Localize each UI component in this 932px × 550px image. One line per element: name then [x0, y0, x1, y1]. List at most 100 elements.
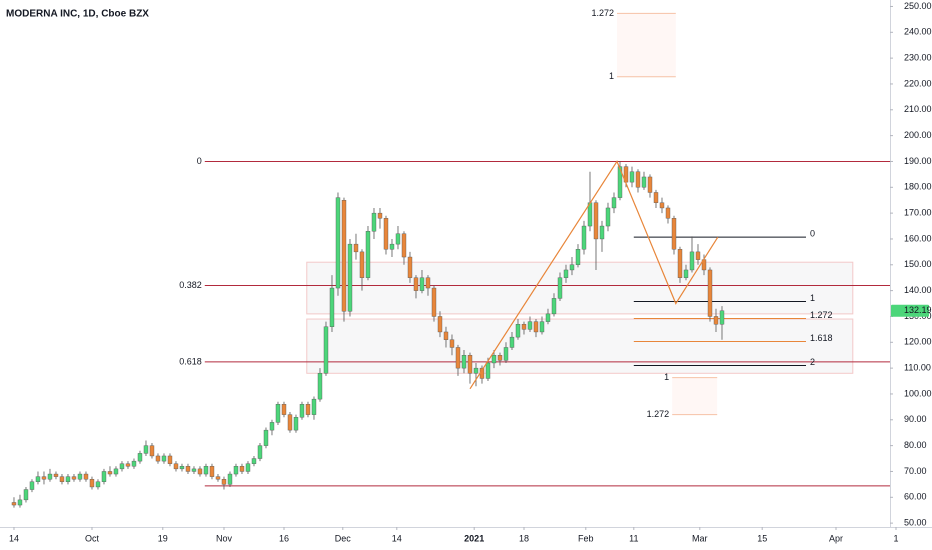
candle-body	[353, 243, 359, 253]
candle-body	[161, 455, 167, 462]
candle-body	[503, 347, 509, 361]
candle-body	[167, 455, 173, 464]
candle-body	[485, 362, 491, 379]
projection-label: 1.618	[810, 333, 833, 343]
candle-body	[17, 499, 23, 506]
candle-body	[437, 316, 443, 333]
candle-body	[281, 404, 287, 415]
x-tick-label: 15	[757, 533, 767, 543]
candle-body	[515, 324, 521, 338]
candle-body	[251, 458, 257, 464]
fib-label: 0.382	[179, 280, 202, 290]
candle-body	[407, 256, 413, 278]
y-tick-label: 120.00	[904, 337, 932, 347]
candle-body	[53, 473, 59, 477]
candle-body	[401, 233, 407, 258]
candle-body	[557, 277, 563, 299]
candle-body	[635, 171, 641, 188]
x-tick-label: 18	[519, 533, 529, 543]
target-box	[672, 377, 718, 415]
candle-body	[227, 473, 233, 485]
candle-body	[245, 463, 251, 472]
y-tick-label: 150.00	[904, 259, 932, 269]
y-tick-label: 90.00	[904, 414, 927, 424]
candle-body	[497, 355, 503, 361]
candle-body	[665, 207, 671, 219]
candle-body	[185, 466, 191, 472]
candle-body	[203, 466, 209, 475]
candle-body	[419, 277, 425, 291]
x-tick-label: 14	[9, 533, 19, 543]
y-tick-label: 140.00	[904, 285, 932, 295]
candle-body	[677, 249, 683, 278]
candle-body	[533, 321, 539, 333]
candle-body	[41, 476, 47, 480]
zone	[306, 318, 854, 374]
candle-body	[509, 336, 515, 348]
candle-body	[359, 251, 365, 278]
candle-body	[347, 243, 353, 312]
candle-body	[521, 324, 527, 330]
projection-label: 0	[810, 229, 815, 239]
candle-body	[95, 481, 101, 488]
candle-body	[209, 466, 215, 477]
y-tick-label: 80.00	[904, 440, 927, 450]
candle-body	[431, 287, 437, 317]
y-tick-label: 180.00	[904, 182, 932, 192]
y-tick-label: 100.00	[904, 388, 932, 398]
y-tick-label: 60.00	[904, 492, 927, 502]
candle-body	[221, 479, 227, 485]
x-tick-label: 19	[158, 533, 168, 543]
candle-body	[545, 313, 551, 322]
candle-body	[293, 417, 299, 431]
candle-body	[71, 476, 77, 480]
candle-body	[23, 489, 29, 501]
candle-body	[467, 355, 473, 374]
candle-body	[599, 225, 605, 240]
y-tick-label: 50.00	[904, 518, 927, 528]
y-tick-label: 200.00	[904, 130, 932, 140]
y-tick-label: 170.00	[904, 208, 932, 218]
chart-title: MODERNA INC, 1D, Cboe BZX	[6, 9, 149, 20]
last-price-tag	[891, 304, 929, 317]
candle-body	[551, 298, 557, 315]
candle-body	[149, 445, 155, 457]
candle-body	[101, 471, 107, 482]
candle-body	[35, 476, 41, 482]
target-label: 1	[609, 71, 614, 81]
y-tick-label: 110.00	[904, 363, 931, 373]
candle-body	[341, 200, 347, 312]
candle-body	[47, 473, 53, 480]
candle-body	[125, 463, 131, 467]
x-tick-label: Feb	[578, 533, 594, 543]
candle-body	[65, 476, 71, 482]
candle-body	[335, 197, 341, 289]
candle-body	[611, 197, 617, 209]
y-tick-label: 70.00	[904, 466, 927, 476]
candle-body	[59, 476, 65, 482]
candle-body	[239, 466, 245, 472]
candle-body	[119, 463, 125, 470]
candle-body	[713, 316, 719, 325]
x-tick-label: 14	[392, 533, 402, 543]
candle-body	[605, 207, 611, 227]
x-tick-label: Oct	[85, 533, 100, 543]
y-tick-label: 160.00	[904, 233, 932, 243]
candle-body	[617, 166, 623, 198]
candle-body	[593, 202, 599, 240]
candle-body	[215, 476, 221, 480]
target-box	[616, 13, 676, 77]
candle-body	[527, 321, 533, 330]
candle-body	[569, 264, 575, 271]
candle-body	[323, 326, 329, 374]
zone	[306, 261, 854, 315]
candle-body	[275, 404, 281, 423]
candle-body	[491, 355, 497, 364]
candle-body	[113, 468, 119, 475]
x-tick-label: Dec	[335, 533, 352, 543]
candle-body	[137, 453, 143, 462]
y-tick-label: 240.00	[904, 27, 932, 37]
